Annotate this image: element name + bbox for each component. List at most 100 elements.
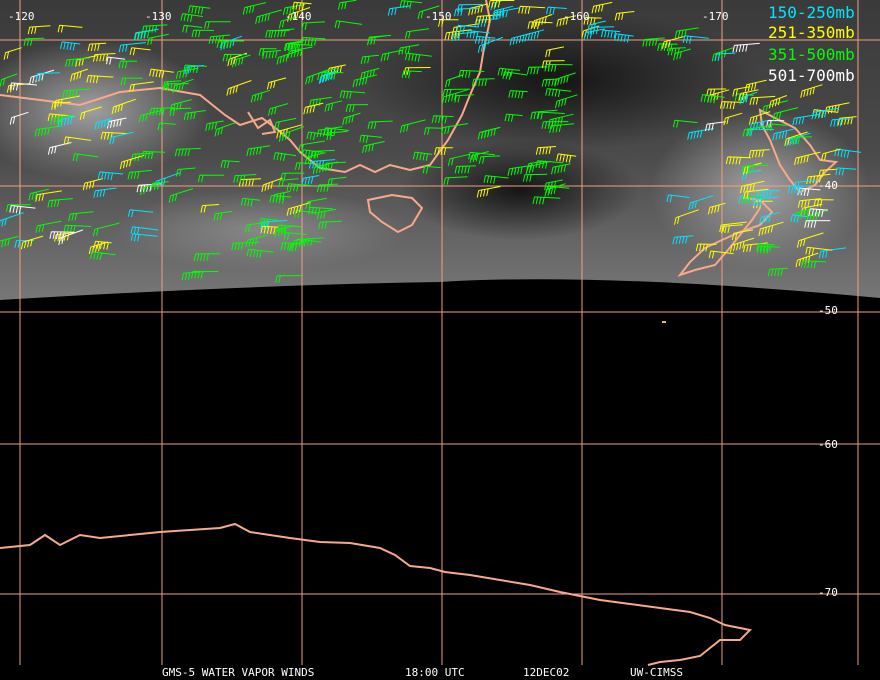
wind-barb <box>208 34 231 44</box>
wind-barb <box>708 250 734 259</box>
wind-barb <box>79 106 102 121</box>
wind-barb <box>0 73 18 87</box>
wind-barb <box>130 233 158 242</box>
wind-barb <box>275 275 302 283</box>
wind-barb <box>231 54 251 68</box>
antarctica-coast <box>0 522 753 666</box>
wind-barb <box>475 14 501 24</box>
wind-barb <box>532 14 553 28</box>
wind-barb <box>127 209 154 218</box>
wind-barb <box>111 98 136 115</box>
wind-barb <box>805 246 833 256</box>
wind-barb <box>614 33 634 43</box>
wind-barb <box>276 124 303 139</box>
wind-barb <box>200 204 220 213</box>
wind-barb <box>245 234 268 248</box>
wind-barb <box>741 164 769 174</box>
wind-barb <box>422 165 441 174</box>
wind-barb <box>309 96 332 108</box>
wind-barb <box>261 177 283 192</box>
wind-barb <box>772 128 796 141</box>
wind-barb <box>270 28 295 38</box>
wind-barb <box>130 226 159 235</box>
wind-barb <box>149 107 174 116</box>
wind-barb <box>305 69 328 85</box>
wind-barb <box>287 46 313 59</box>
wind-barb <box>784 131 808 146</box>
wind-barb <box>800 84 823 98</box>
wind-barb <box>287 7 311 22</box>
wind-barb <box>233 174 257 183</box>
wind-barb <box>133 28 159 40</box>
wind-barb <box>255 9 282 24</box>
wind-barb <box>283 40 304 51</box>
wind-barb <box>147 33 169 46</box>
wind-barb <box>719 101 743 110</box>
wind-barb <box>53 95 80 108</box>
wind-barb <box>284 41 303 51</box>
wind-barb <box>58 229 84 246</box>
wind-barb <box>304 152 326 165</box>
wind-barb <box>705 121 726 132</box>
wind-barb <box>0 212 24 227</box>
wind-barb <box>502 71 528 80</box>
wind-barb <box>129 81 154 93</box>
wind-barb <box>398 44 420 56</box>
wind-barb <box>682 35 709 44</box>
wind-barb <box>14 240 34 248</box>
wind-barb <box>63 224 92 233</box>
wind-barb <box>739 91 758 105</box>
wind-barb <box>326 130 348 141</box>
wind-barb <box>231 242 260 251</box>
wind-barbs <box>0 0 862 283</box>
wind-barb <box>759 211 780 225</box>
wind-barb <box>68 211 94 222</box>
wind-barb <box>301 175 320 186</box>
wind-barb <box>541 78 560 87</box>
wind-barb <box>327 64 346 76</box>
wind-barb <box>274 225 296 237</box>
wind-barb <box>404 28 430 39</box>
wind-barb <box>92 222 120 237</box>
wind-barb <box>541 121 569 129</box>
wind-barb <box>672 235 694 245</box>
wind-barb <box>478 155 501 164</box>
wind-barb <box>193 253 221 262</box>
wind-barb <box>545 46 564 58</box>
wind-barb <box>47 198 73 208</box>
wind-barb <box>138 109 164 123</box>
wind-barb <box>308 159 336 169</box>
latitude-labels: -40 -50 -60 -70 <box>818 179 838 599</box>
wind-barb <box>399 0 422 9</box>
wind-barb <box>360 54 379 65</box>
wind-barb <box>767 123 787 132</box>
footer-date: 12DEC02 <box>523 666 569 679</box>
wind-barb <box>310 149 335 159</box>
wind-barb <box>444 29 472 40</box>
wind-barb <box>220 160 240 169</box>
wind-barb <box>731 229 754 241</box>
wind-barb <box>748 111 771 125</box>
wind-barb <box>535 160 564 169</box>
wind-barb <box>72 153 99 162</box>
wind-barb <box>305 197 328 209</box>
lon-label: -130 <box>145 10 172 23</box>
wind-barb <box>262 50 282 59</box>
wind-barb <box>667 47 686 56</box>
wind-barb <box>318 70 337 84</box>
wind-barb <box>723 112 743 126</box>
wind-barb <box>9 82 37 91</box>
wind-barb <box>719 221 747 233</box>
wind-barb <box>246 248 274 258</box>
wind-barb <box>556 15 577 27</box>
wind-barb <box>508 90 528 99</box>
wind-barb <box>367 120 393 130</box>
wind-barb <box>423 127 443 135</box>
wind-barb <box>442 88 471 97</box>
wind-barb <box>742 125 768 137</box>
wind-barb <box>721 224 743 234</box>
wind-barb <box>57 24 83 33</box>
wind-barb <box>282 4 306 16</box>
wind-barb <box>175 67 199 79</box>
wind-barb <box>792 113 820 126</box>
